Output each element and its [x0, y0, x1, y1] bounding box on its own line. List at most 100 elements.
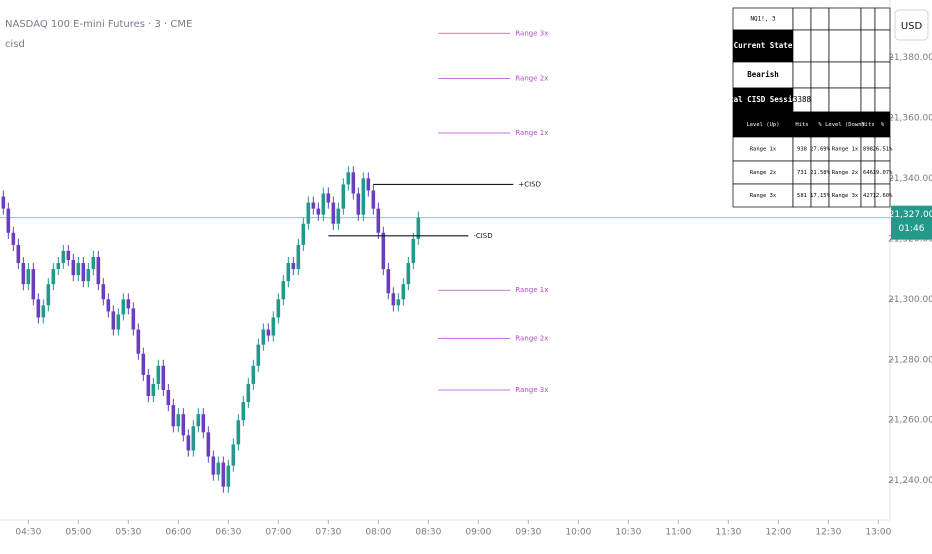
- y-tick-label: 21,300.00: [888, 295, 932, 305]
- candle-body: [361, 178, 366, 215]
- candle-body: [406, 263, 411, 285]
- candle-body: [356, 193, 361, 215]
- candle-body: [401, 284, 406, 300]
- candle-body: [106, 299, 111, 312]
- x-tick-label: 09:00: [465, 528, 491, 538]
- table-cell: [810, 7, 830, 31]
- table-text: Range 2x: [750, 170, 777, 176]
- candle-body: [231, 444, 236, 466]
- countdown-label: 01:46: [899, 224, 925, 234]
- table-text: 17.15%: [810, 193, 831, 199]
- table-cell: [860, 87, 876, 113]
- table-text: 731: [797, 170, 807, 176]
- candle-body: [376, 208, 381, 233]
- level-label: Range 1x: [515, 129, 548, 137]
- x-tick-label: 10:30: [615, 528, 641, 538]
- candle-body: [256, 344, 261, 366]
- table-cell: [810, 87, 830, 113]
- table-text: Range 3x: [832, 193, 859, 199]
- y-tick-label: 21,340.00: [888, 174, 932, 184]
- table-cell: [792, 29, 812, 63]
- candle-body: [266, 329, 271, 336]
- currency-button[interactable]: [894, 9, 929, 41]
- level-label: Range 3x: [515, 386, 548, 394]
- candle-body: [6, 208, 11, 233]
- candle-body: [16, 244, 21, 264]
- candle-body: [51, 269, 56, 285]
- table-cell: [792, 7, 812, 31]
- x-tick-label: 11:00: [665, 528, 691, 538]
- x-tick-label: 06:00: [165, 528, 191, 538]
- level-label: -CISD: [473, 232, 492, 240]
- x-tick-label: 09:30: [515, 528, 541, 538]
- candle-body: [136, 329, 141, 354]
- table-text: 646: [863, 170, 873, 176]
- candle-body: [126, 299, 131, 309]
- chart-title: NASDAQ 100 E-mini Futures · 3 · CME: [5, 19, 192, 30]
- table-text: Level (Up): [746, 122, 779, 128]
- candle-body: [196, 414, 201, 427]
- level-label: Range 3x: [515, 29, 548, 37]
- y-tick-label: 21,380.00: [888, 53, 932, 63]
- candle-body: [151, 383, 156, 397]
- candle-body: [41, 305, 46, 318]
- x-tick-label: 07:30: [315, 528, 341, 538]
- current-price-box: [891, 205, 932, 240]
- candle-body: [96, 256, 101, 285]
- candle-body: [221, 462, 226, 487]
- candle-body: [121, 299, 126, 315]
- candle-body: [336, 208, 341, 224]
- table-text: Hits: [795, 122, 808, 128]
- candle-body: [261, 329, 266, 345]
- candle-body: [61, 250, 66, 264]
- candle-body: [306, 202, 311, 224]
- x-tick-label: 06:30: [215, 528, 241, 538]
- candle-body: [161, 365, 166, 390]
- x-tick-label: 04:30: [15, 528, 41, 538]
- x-tick-label: 11:30: [715, 528, 741, 538]
- currency-label[interactable]: USD: [901, 21, 923, 32]
- table-cell: [828, 87, 862, 113]
- table-text: 12.60%: [873, 193, 894, 199]
- table-text: 19.07%: [873, 170, 894, 176]
- table-text: 938: [797, 147, 807, 153]
- candle-body: [391, 293, 396, 306]
- candle-body: [351, 172, 356, 194]
- candle-body: [296, 244, 301, 270]
- candle-body: [241, 402, 246, 421]
- candle-body: [146, 374, 151, 397]
- candle-body: [181, 414, 186, 436]
- table-text: Current State: [734, 41, 793, 50]
- table-cell: [874, 29, 891, 63]
- table-text: 3388: [793, 95, 812, 104]
- x-tick-label: 08:00: [365, 528, 391, 538]
- candle-body: [11, 232, 16, 245]
- candle-body: [271, 317, 276, 336]
- level-label: Range 1x: [515, 286, 548, 294]
- table-cell: [874, 61, 891, 89]
- candle-body: [346, 172, 351, 185]
- table-text: Range 2x: [832, 170, 859, 176]
- current-price-label: 21,327.00: [889, 210, 932, 220]
- candle-body: [251, 365, 256, 384]
- x-tick-label: 10:00: [565, 528, 591, 538]
- candle-body: [381, 232, 386, 270]
- x-tick-label: 05:00: [65, 528, 91, 538]
- table-cell: [828, 29, 862, 63]
- candle-body: [331, 202, 336, 224]
- x-tick-label: 13:00: [865, 528, 891, 538]
- candle-body: [211, 456, 216, 475]
- x-tick-label: 12:00: [765, 528, 791, 538]
- table-cell: [860, 7, 876, 31]
- candle-body: [36, 299, 41, 318]
- candle-body: [156, 365, 161, 384]
- candle-body: [66, 250, 71, 260]
- candle-body: [176, 414, 181, 427]
- candle-body: [91, 256, 96, 270]
- candle-body: [141, 353, 146, 375]
- table-cell: [792, 61, 812, 89]
- y-tick-label: 21,260.00: [888, 416, 932, 426]
- candle-body: [201, 414, 206, 433]
- candle-body: [191, 426, 196, 451]
